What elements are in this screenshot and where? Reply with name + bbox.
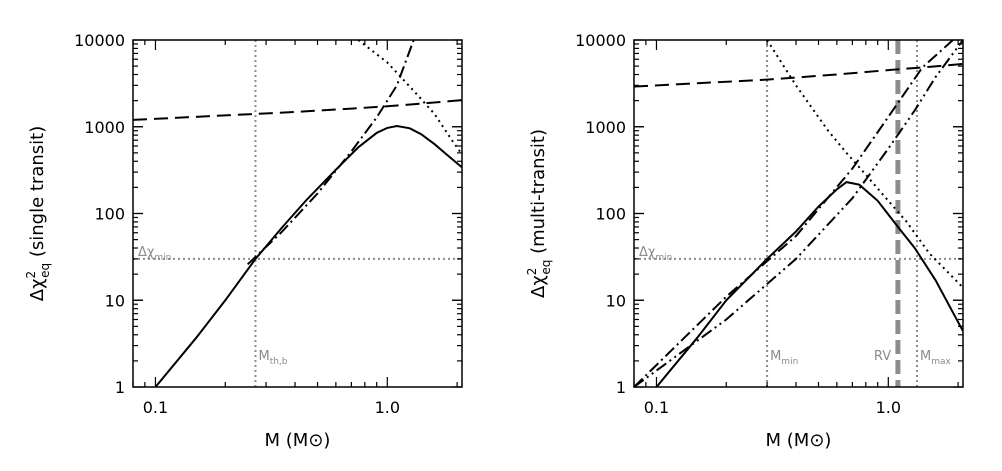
y-tick-label: 10 (105, 291, 125, 310)
y-tick-label: 100 (94, 205, 125, 224)
x-tick-label: 0.1 (143, 398, 168, 417)
threshold-label-0: Δχmin (138, 245, 171, 263)
y-tick-label: 1 (616, 378, 626, 397)
y-axis-label: Δχ2eq (multi-transit) (525, 129, 553, 298)
series-line-dashed (634, 62, 963, 88)
series-line-dotted (357, 40, 462, 155)
series-line-solid (154, 124, 462, 387)
vertical-line-label-0: Mmin (770, 349, 798, 367)
vertical-line-label-0: Mth,b (258, 349, 287, 367)
vertical-line-label-2: Mmax (920, 349, 952, 367)
plot-frame (633, 39, 964, 388)
x-tick-label: 0.1 (644, 398, 669, 417)
x-tick-label: 1.0 (876, 398, 901, 417)
y-tick-label: 1 (115, 378, 125, 397)
series-line-dashdot (247, 40, 415, 266)
y-tick-label: 1000 (585, 118, 626, 137)
series-line-dashed (133, 99, 462, 121)
y-tick-label: 1000 (84, 118, 125, 137)
x-axis-label: M (M⊙) (265, 430, 331, 451)
vertical-line-label-1: RV (874, 349, 891, 364)
y-tick-label: 10000 (575, 31, 626, 50)
series-line-dashdotdot (634, 40, 963, 387)
single-transit-panel: Δχmin Mth,b 0.1 1.0 1 10 100 1000 10000 M (M⊙) Δχ2… (24, 31, 463, 451)
series-line-dotted (766, 40, 963, 289)
series-line-dashdot (634, 40, 954, 387)
plot-frame (132, 39, 463, 388)
multi-transit-panel: Δχmin Mmin RV Mmax 0.1 1.0 1 10 100 1000 10000 M (M… (525, 31, 964, 451)
series-line-solid (655, 181, 963, 387)
y-axis-label: Δχ2eq (single transit) (24, 126, 52, 301)
x-tick-label: 1.0 (375, 398, 400, 417)
y-tick-label: 100 (595, 205, 626, 224)
threshold-label-0: Δχmin (639, 245, 672, 263)
x-axis-label: M (M⊙) (766, 430, 832, 451)
y-tick-label: 10000 (74, 31, 125, 50)
y-tick-label: 10 (606, 291, 626, 310)
